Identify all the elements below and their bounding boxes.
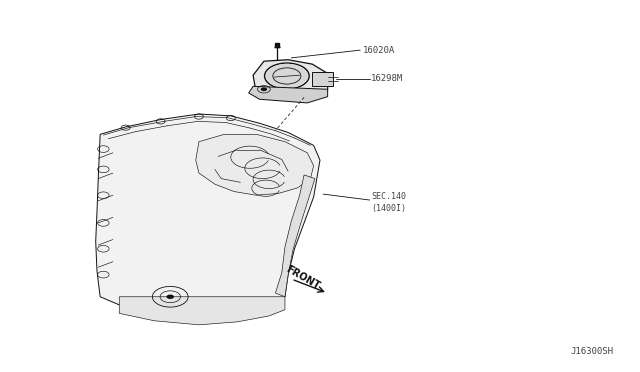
Circle shape <box>166 295 174 299</box>
Polygon shape <box>96 114 320 316</box>
Polygon shape <box>253 60 328 98</box>
Polygon shape <box>248 86 328 103</box>
Text: FRONT: FRONT <box>284 264 321 291</box>
Text: 16020A: 16020A <box>364 46 396 55</box>
Circle shape <box>266 64 308 88</box>
Polygon shape <box>196 134 314 195</box>
Polygon shape <box>275 175 315 297</box>
Text: J16300SH: J16300SH <box>570 347 613 356</box>
Circle shape <box>260 87 267 91</box>
Polygon shape <box>312 72 333 86</box>
Text: 16298M: 16298M <box>371 74 403 83</box>
Text: SEC.140
(1400I): SEC.140 (1400I) <box>371 192 406 213</box>
Polygon shape <box>119 297 285 325</box>
